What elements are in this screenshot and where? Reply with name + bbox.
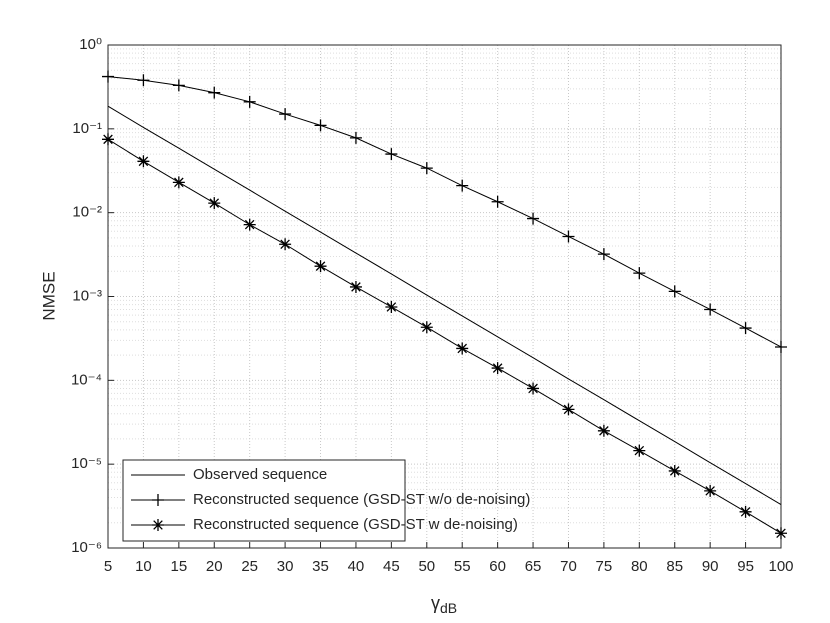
plot-frame: [107, 44, 782, 549]
data-point: [597, 248, 610, 261]
x-tick-label: 65: [525, 558, 542, 575]
data-point: [704, 303, 717, 316]
x-tick-label: 55: [454, 558, 471, 575]
series-line: [107, 76, 782, 348]
data-point: [491, 195, 504, 208]
y-tick-label: 10⁻⁵: [71, 455, 102, 472]
y-tick-label: 10⁰: [79, 36, 102, 53]
x-axis-label: γdB: [431, 593, 457, 616]
data-point: [739, 322, 752, 335]
data-point: [314, 260, 327, 273]
data-point: [527, 212, 540, 225]
x-tick-label: 100: [768, 558, 793, 575]
data-point: [279, 108, 292, 121]
x-tick-label: 10: [135, 558, 152, 575]
x-tick-label: 50: [418, 558, 435, 575]
x-tick-label: 35: [312, 558, 329, 575]
x-tick-label: 80: [631, 558, 648, 575]
data-point: [314, 119, 327, 132]
data-point: [775, 340, 787, 353]
data-point: [562, 403, 575, 416]
data-point: [420, 162, 433, 175]
x-tick-label: 45: [383, 558, 400, 575]
data-point: [704, 484, 717, 497]
y-tick-label: 10⁻⁴: [71, 371, 102, 388]
x-tick-label: 95: [737, 558, 754, 575]
legend-marker: [152, 519, 164, 531]
data-point: [597, 424, 610, 437]
data-point: [102, 133, 114, 146]
data-point: [137, 74, 150, 87]
x-tick-label: 5: [104, 558, 112, 575]
data-point: [243, 95, 256, 108]
data-point: [172, 176, 185, 189]
data-point: [527, 382, 540, 395]
y-tick-label: 10⁻³: [72, 287, 102, 304]
data-point: [172, 79, 185, 92]
data-point: [456, 179, 469, 192]
x-tick-label: 90: [702, 558, 719, 575]
data-point: [137, 155, 150, 168]
series-line: [107, 138, 782, 534]
legend-marker: [152, 494, 164, 506]
series-line: [107, 105, 782, 505]
x-tick-label: 60: [489, 558, 506, 575]
x-label-symbol: γ: [431, 593, 440, 613]
x-tick-label: 15: [170, 558, 187, 575]
data-point: [633, 267, 646, 280]
data-point: [775, 527, 787, 540]
data-point: [668, 464, 681, 477]
y-tick-label: 10⁻⁶: [71, 539, 102, 556]
legend-label: Reconstructed sequence (GSD-ST w de-nois…: [193, 516, 518, 533]
x-tick-label: 70: [560, 558, 577, 575]
data-point: [208, 86, 221, 99]
data-point: [385, 300, 398, 313]
data-point: [279, 238, 292, 251]
x-tick-label: 75: [596, 558, 613, 575]
x-tick-label: 85: [666, 558, 683, 575]
data-point: [739, 505, 752, 518]
data-point: [562, 230, 575, 243]
legend-label: Reconstructed sequence (GSD-ST w/o de-no…: [193, 491, 530, 508]
y-tick-label: 10⁻¹: [72, 120, 102, 137]
data-point: [349, 131, 362, 144]
y-tick-label: 10⁻²: [72, 204, 102, 221]
data-point: [456, 342, 469, 355]
x-tick-label: 20: [206, 558, 223, 575]
data-point: [668, 285, 681, 298]
data-point: [208, 197, 221, 210]
data-point: [491, 362, 504, 375]
data-point: [633, 444, 646, 457]
data-point: [243, 218, 256, 231]
data-point: [349, 280, 362, 293]
legend-label: Observed sequence: [193, 466, 327, 483]
x-tick-label: 40: [348, 558, 365, 575]
data-point: [385, 148, 398, 161]
y-axis-label: NMSE: [39, 271, 58, 320]
x-tick-label: 25: [241, 558, 258, 575]
data-point: [102, 70, 114, 83]
x-label-subscript: dB: [440, 600, 457, 616]
x-tick-label: 30: [277, 558, 294, 575]
data-point: [420, 321, 433, 334]
